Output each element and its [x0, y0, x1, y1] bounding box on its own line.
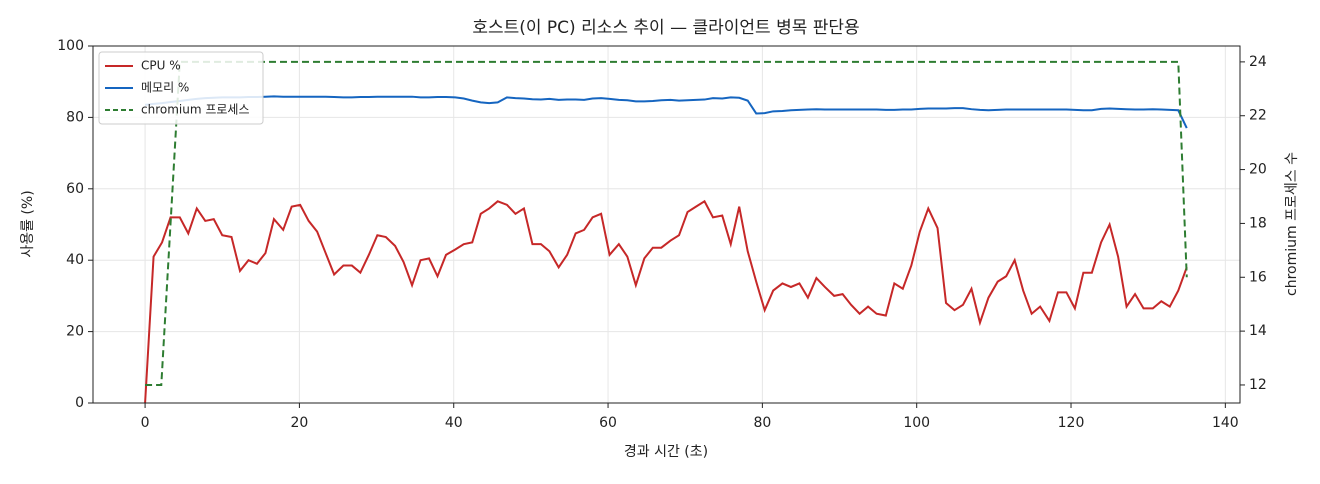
y2-axis-label: chromium 프로세스 수: [1284, 152, 1300, 296]
y-tick-label: 0: [75, 395, 84, 411]
y2-tick-label: 16: [1249, 269, 1267, 285]
x-tick-label: 40: [445, 415, 463, 431]
y2-tick-label: 22: [1249, 108, 1267, 124]
series-line: [144, 95, 1188, 129]
y2-tick-label: 14: [1249, 323, 1267, 339]
legend-label: chromium 프로세스: [141, 103, 250, 117]
y2-tick-label: 18: [1249, 215, 1267, 231]
series-line: [144, 199, 1188, 404]
legend-label: 메모리 %: [141, 81, 189, 95]
series-line: [145, 60, 1188, 386]
y-tick-label: 40: [66, 252, 84, 268]
x-tick-label: 60: [599, 415, 617, 431]
x-tick-label: 100: [903, 415, 930, 431]
y2-tick-label: 12: [1249, 377, 1267, 393]
x-tick-label: 20: [290, 415, 308, 431]
x-tick-label: 80: [753, 415, 771, 431]
legend-label: CPU %: [141, 59, 181, 73]
y2-tick-label: 20: [1249, 162, 1267, 178]
y-axis-label: 사용률 (%): [20, 190, 36, 257]
plot-frame: [92, 45, 1241, 404]
chart-title: 호스트(이 PC) 리소스 추이 — 클라이언트 병목 판단용: [472, 18, 859, 38]
y-tick-label: 80: [66, 109, 84, 125]
legend-box: [98, 51, 264, 125]
legend: CPU % 메모리 % chromium 프로세스: [98, 51, 264, 125]
x-tick-label: 0: [141, 415, 150, 431]
y-tick-label: 20: [66, 324, 84, 340]
y2-tick-label: 24: [1249, 54, 1267, 70]
y-tick-label: 100: [57, 38, 84, 54]
y-tick-label: 60: [66, 181, 84, 197]
x-axis-label: 경과 시간 (초): [624, 444, 708, 460]
x-tick-label: 140: [1212, 415, 1239, 431]
x-tick-label: 120: [1058, 415, 1085, 431]
